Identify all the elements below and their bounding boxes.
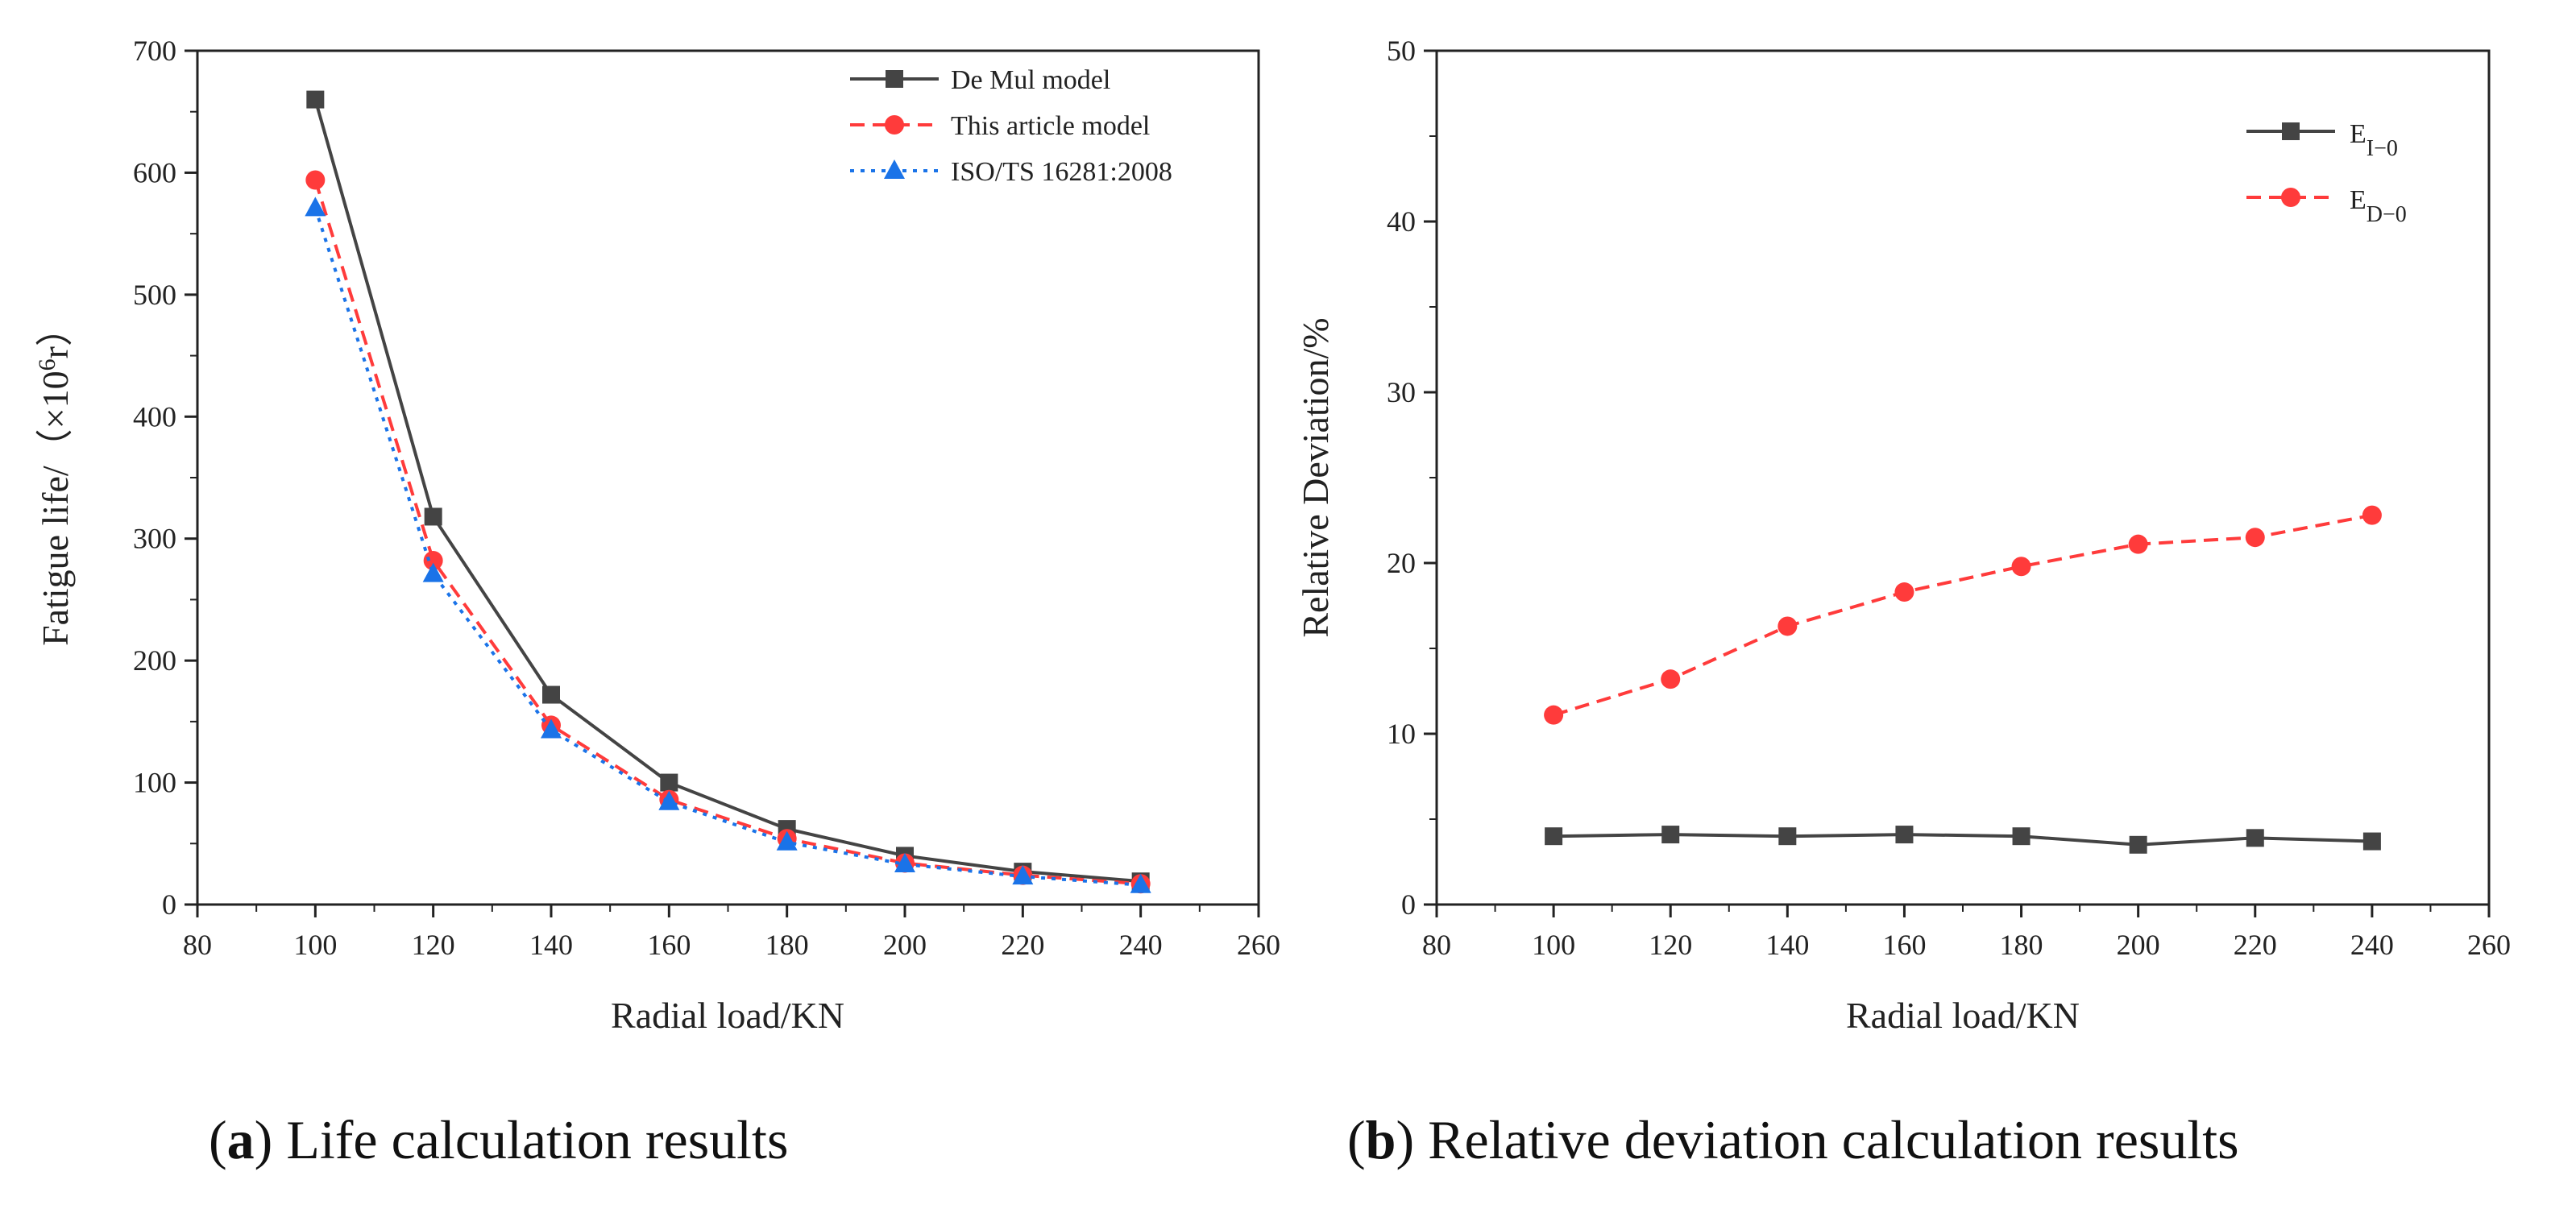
a-series-line-0 [313,99,1141,884]
panel-a-life-chart: 80 100 120 140 160 180 200 220 240 260 0 100 200 300… [34,35,1281,1170]
b-series-line-0 [1553,833,2372,847]
b-series-0-point [2012,827,2031,846]
a-x-tick-label: 140 [529,929,573,961]
panel-a-caption: (a) Life calculation results [209,1109,788,1170]
b-x-tick-label: 180 [2000,929,2043,961]
b-series-0-point [1661,826,1680,844]
a-x-tick-label: 220 [1001,929,1044,961]
b-series-0-point [1545,827,1563,846]
b-y-tick-label: 10 [1387,718,1416,750]
panel-b-x-axis-label: Radial load/KN [1846,995,2080,1036]
b-series-1-point [2011,557,2031,577]
panel-b-legend: EI−0 ED−0 [2246,119,2407,227]
a-legend-label-2: ISO/TS 16281:2008 [951,157,1172,187]
b-y-tick-label: 0 [1401,888,1416,921]
b-y-tick-label: 50 [1387,35,1416,67]
b-x-tick-label: 80 [1422,929,1451,961]
a-series-line-2 [313,207,1141,887]
b-legend-label-0: EI−0 [2350,119,2398,161]
b-x-tick-label: 220 [2234,929,2277,961]
a-y-tick-label: 400 [133,400,176,433]
b-legend-marker-0 [2282,122,2300,140]
b-x-tick-label: 120 [1649,929,1692,961]
a-y-tick-label: 100 [133,767,176,799]
a-legend-marker-1 [885,115,904,135]
b-legend-label-1: ED−0 [2350,185,2407,227]
b-x-tick-label: 140 [1765,929,1809,961]
panel-a-legend: De Mul model This article model ISO/TS 162… [850,65,1172,187]
a-y-tick-label: 600 [133,156,176,188]
a-x-tick-label: 160 [647,929,691,961]
b-series-1-point [1894,582,1914,602]
panel-b-y-axis-label: Relative Deviation/% [1295,317,1336,637]
a-y-tick-label: 500 [133,279,176,311]
a-x-tick-label: 80 [183,929,212,961]
a-y-tick-label: 300 [133,523,176,555]
a-x-tick-label: 240 [1119,929,1163,961]
panel-a-x-axis-label: Radial load/KN [611,995,844,1036]
panel-b-caption: (b) Relative deviation calculation resul… [1347,1109,2239,1170]
b-series-0-point [1895,826,1914,844]
b-series-0-point [1778,827,1797,846]
a-x-tick-label: 260 [1237,929,1280,961]
b-y-tick-label: 40 [1387,205,1416,238]
b-x-tick-label: 240 [2350,929,2394,961]
b-series-1-point [2128,534,2148,554]
a-legend-marker-2 [884,159,905,179]
a-series-2-point [305,197,326,217]
panel-a-series [305,90,1151,894]
b-series-1-point [1777,616,1798,636]
a-x-tick-label: 100 [293,929,337,961]
b-series-1-point [1661,669,1681,689]
b-x-tick-label: 260 [2467,929,2511,961]
a-series-2-point [1012,865,1034,885]
a-x-tick-label: 120 [412,929,455,961]
b-x-tick-label: 200 [2117,929,2160,961]
panel-b-series [1544,505,2382,854]
a-series-2-point [658,790,680,810]
a-legend-label-1: This article model [951,111,1150,141]
panel-a-y-ticks: 0 100 200 300 400 500 600 700 [133,35,197,921]
b-y-tick-label: 30 [1387,376,1416,408]
panel-b-x-ticks: 80 100 120 140 160 180 200 220 240 260 [1422,905,2511,961]
a-series-2-point [422,562,444,582]
b-y-tick-label: 20 [1387,547,1416,579]
a-series-2-point [776,830,798,851]
b-x-tick-label: 160 [1882,929,1926,961]
b-legend-marker-1 [2281,188,2300,207]
panel-a-y-axis-label: Fatigue life/（×106r） [34,309,77,646]
a-series-0-point [306,90,325,109]
b-series-1-point [2245,528,2265,548]
a-y-tick-label: 200 [133,644,176,677]
panel-b-y-ticks: 0 10 20 30 40 50 [1387,35,1437,921]
a-series-2-point [541,718,562,739]
a-series-1-point [423,550,443,570]
a-y-tick-label: 0 [162,888,176,921]
a-series-0-point [660,773,678,792]
a-legend-marker-0 [886,70,903,88]
b-x-tick-label: 100 [1532,929,1575,961]
a-series-0-point [542,685,560,704]
a-y-tick-label: 700 [133,35,176,67]
b-series-0-point [2362,832,2381,851]
a-x-tick-label: 180 [765,929,809,961]
a-series-1-point [305,170,326,190]
a-series-2-point [1130,873,1151,893]
a-series-line-1 [313,179,1141,886]
b-series-1-point [1544,705,1564,725]
panel-b-plot-frame [1435,49,2491,906]
b-series-0-point [2246,829,2264,847]
a-series-2-point [894,853,915,873]
b-series-1-point [2362,505,2382,525]
a-series-0-point [424,507,442,526]
panel-b-deviation-chart: 80 100 120 140 160 180 200 220 240 260 0 10 20 30 40 5… [1295,35,2511,1170]
a-legend-label-0: De Mul model [951,65,1110,95]
a-x-tick-label: 200 [883,929,927,961]
b-series-0-point [2129,835,2147,854]
b-series-line-1 [1553,513,2373,717]
panel-a-x-ticks: 80 100 120 140 160 180 200 220 240 260 [183,905,1280,961]
